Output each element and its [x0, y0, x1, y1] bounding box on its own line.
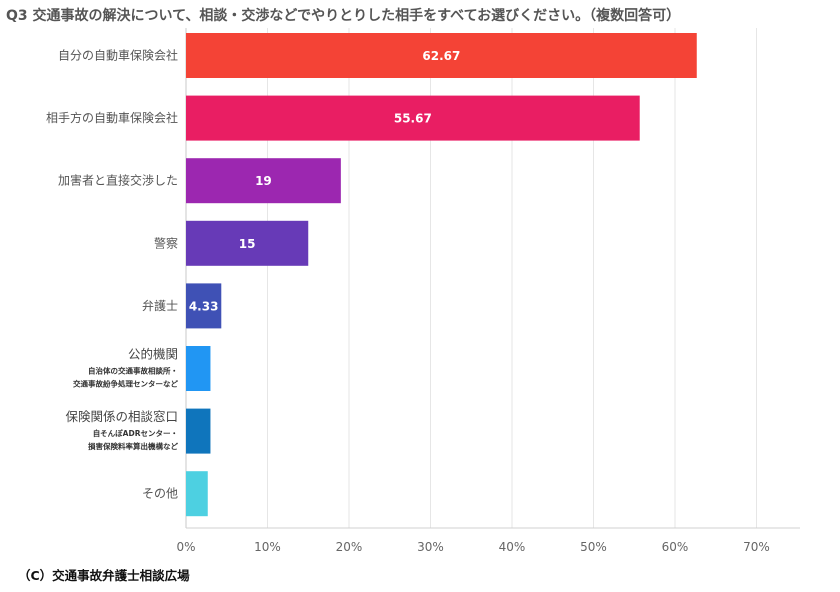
x-tick-label: 40%: [499, 540, 526, 554]
chart-title: Q3 交通事故の解決について、相談・交渉などでやりとりした相手をすべてお選びくだ…: [6, 8, 681, 24]
x-tick-label: 30%: [417, 540, 444, 554]
category-label: 警察: [154, 235, 178, 250]
bar-value-label: 62.67: [422, 49, 460, 63]
x-tick-label: 0%: [176, 540, 195, 554]
bar: [186, 471, 208, 517]
x-tick-label: 50%: [580, 540, 607, 554]
bar: [186, 346, 211, 391]
category-sublabel: 自そんぽADRセンター・: [93, 428, 178, 438]
bar-value-label: 4.33: [189, 299, 219, 313]
bar: [186, 95, 640, 141]
x-tick-label: 60%: [662, 540, 689, 554]
bar: [186, 158, 341, 204]
category-sublabel: 損害保険料率算出機構など: [88, 441, 178, 451]
bar-value-label: 15: [239, 237, 256, 251]
category-label: 保険関係の相談窓口: [65, 409, 178, 424]
x-tick-label: 10%: [254, 540, 281, 554]
copyright-label: （C）交通事故弁護士相談広場: [18, 568, 190, 583]
category-sublabel: 自治体の交通事故相談所・: [88, 366, 178, 376]
bar: [186, 33, 697, 78]
category-label: その他: [142, 487, 178, 501]
x-tick-label: 70%: [743, 540, 770, 554]
bar: [186, 408, 211, 454]
category-sublabel: 交通事故紛争処理センターなど: [73, 379, 178, 389]
bar-value-label: 55.67: [394, 112, 432, 126]
bar: [186, 220, 309, 266]
bar-value-label: 19: [255, 174, 272, 188]
bar: [186, 283, 222, 329]
x-tick-label: 20%: [336, 540, 363, 554]
category-label: 自分の自動車保険会社: [58, 48, 178, 63]
category-label: 公的機関: [128, 347, 178, 362]
category-label: 弁護士: [142, 298, 178, 313]
category-label: 相手方の自動車保険会社: [46, 110, 178, 125]
category-label: 加害者と直接交渉した: [58, 173, 178, 188]
